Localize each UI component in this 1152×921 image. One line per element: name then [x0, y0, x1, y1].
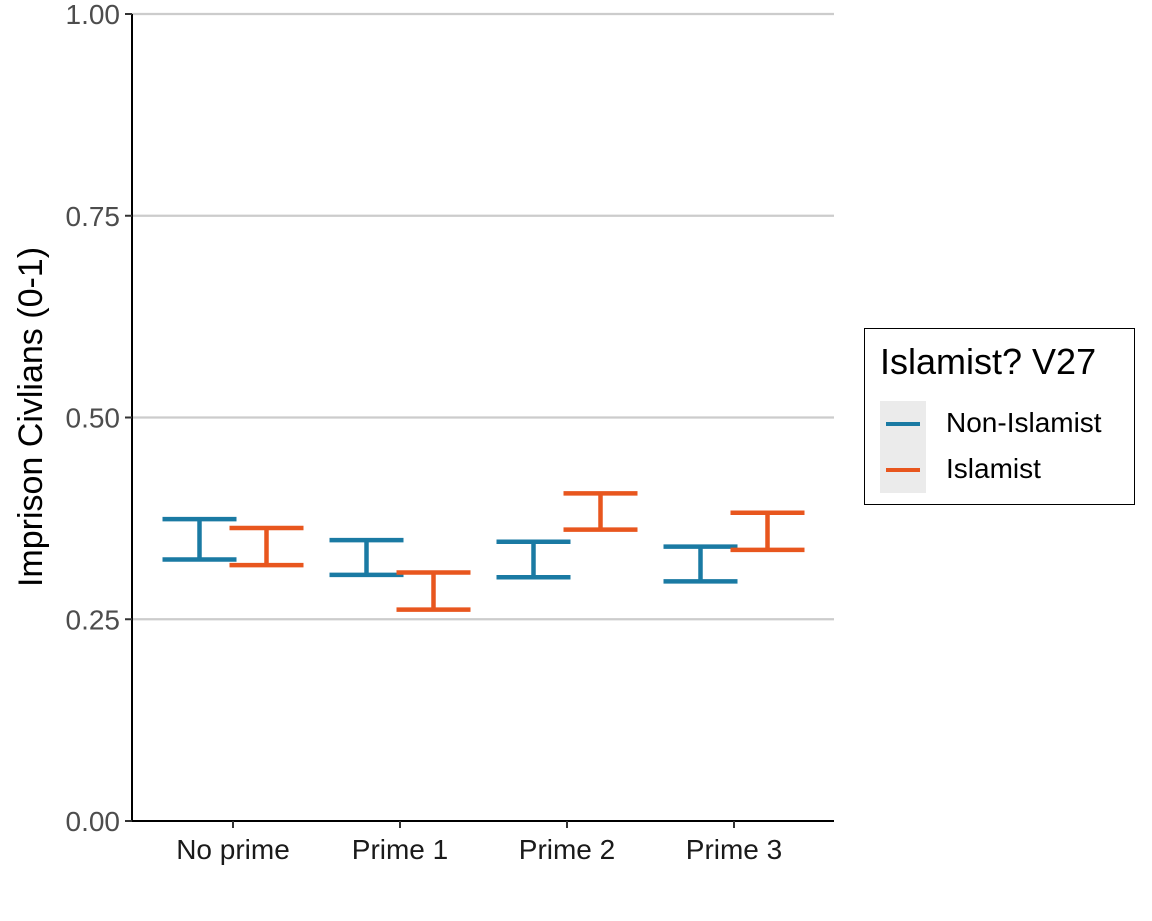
errorbar-non-islamist-2: [496, 539, 571, 580]
errorbar-islamist-0: [229, 525, 304, 568]
errorbar-islamist-2: [563, 491, 638, 532]
errorbar-islamist-3: [730, 510, 805, 553]
y-tick-label: 1.00: [66, 0, 121, 30]
error-bars: [162, 491, 805, 612]
x-tick-label: No prime: [176, 834, 290, 865]
errorbar-islamist-1: [396, 570, 471, 612]
gridlines: [132, 12, 834, 621]
errorbar-non-islamist-0: [162, 516, 237, 562]
legend-line-islamist: [886, 468, 920, 472]
legend-item-islamist: Islamist: [880, 447, 1125, 493]
legend-line-non-islamist: [886, 422, 920, 426]
legend-key-islamist: [880, 447, 926, 493]
y-tick-label: 0.75: [66, 201, 121, 232]
x-ticks: No prime Prime 1 Prime 2 Prime 3: [176, 821, 782, 865]
legend-label-non-islamist: Non-Islamist: [946, 407, 1102, 438]
x-tick-label: Prime 1: [352, 834, 448, 865]
errorbar-non-islamist-1: [329, 537, 404, 578]
y-tick-label: 0.50: [66, 403, 121, 434]
x-tick-label: Prime 2: [519, 834, 615, 865]
legend-item-non-islamist: Non-Islamist: [880, 401, 1125, 447]
errorbar-non-islamist-3: [663, 544, 738, 584]
legend-label-islamist: Islamist: [946, 453, 1041, 484]
y-tick-label: 0.25: [66, 604, 121, 635]
legend: Islamist? V27 Non-Islamist Islamist: [864, 328, 1135, 505]
legend-key-non-islamist: [880, 401, 926, 447]
legend-title: Islamist? V27: [880, 341, 1097, 382]
y-axis-title: Imprison Civlians (0-1): [12, 247, 50, 587]
y-ticks: 0.00 0.25 0.50 0.75 1.00: [66, 0, 132, 837]
x-tick-label: Prime 3: [686, 834, 782, 865]
y-tick-label: 0.00: [66, 806, 121, 837]
